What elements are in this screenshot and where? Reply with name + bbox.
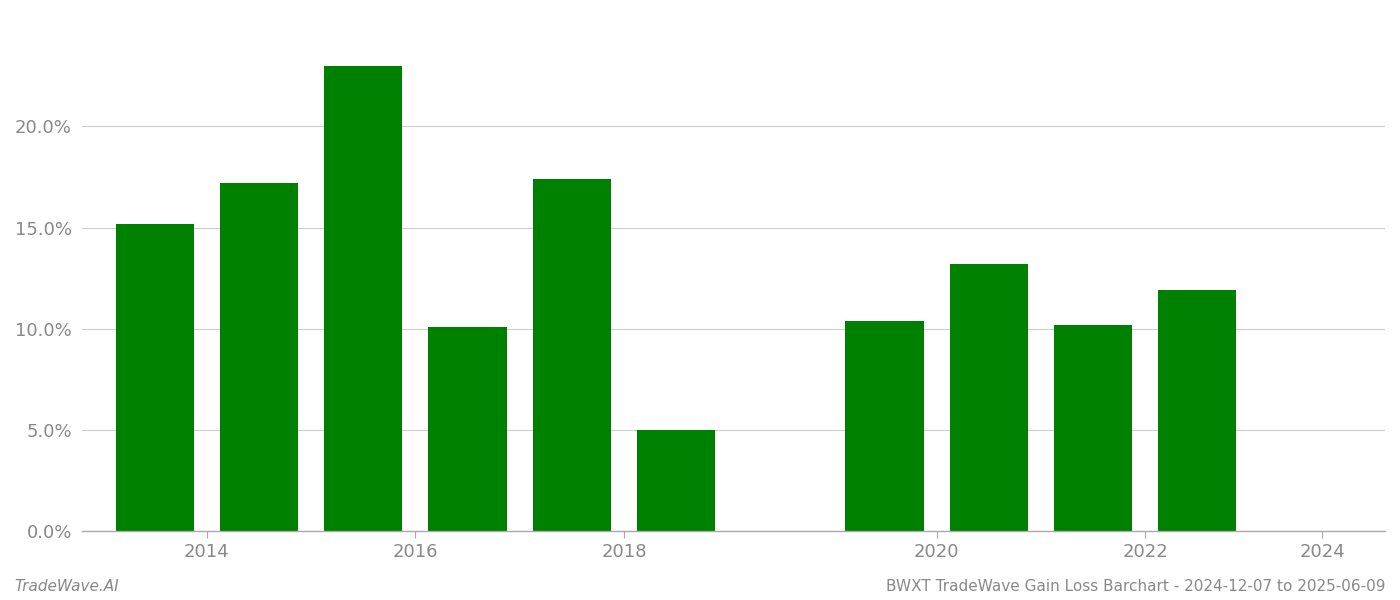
Bar	[637, 430, 715, 531]
Bar	[428, 327, 507, 531]
Bar	[532, 179, 610, 531]
Bar	[949, 264, 1028, 531]
Bar	[1158, 290, 1236, 531]
Bar	[325, 65, 402, 531]
Bar	[220, 183, 298, 531]
Text: BWXT TradeWave Gain Loss Barchart - 2024-12-07 to 2025-06-09: BWXT TradeWave Gain Loss Barchart - 2024…	[886, 579, 1386, 594]
Bar	[846, 320, 924, 531]
Text: TradeWave.AI: TradeWave.AI	[14, 579, 119, 594]
Bar	[1054, 325, 1133, 531]
Bar	[116, 224, 193, 531]
